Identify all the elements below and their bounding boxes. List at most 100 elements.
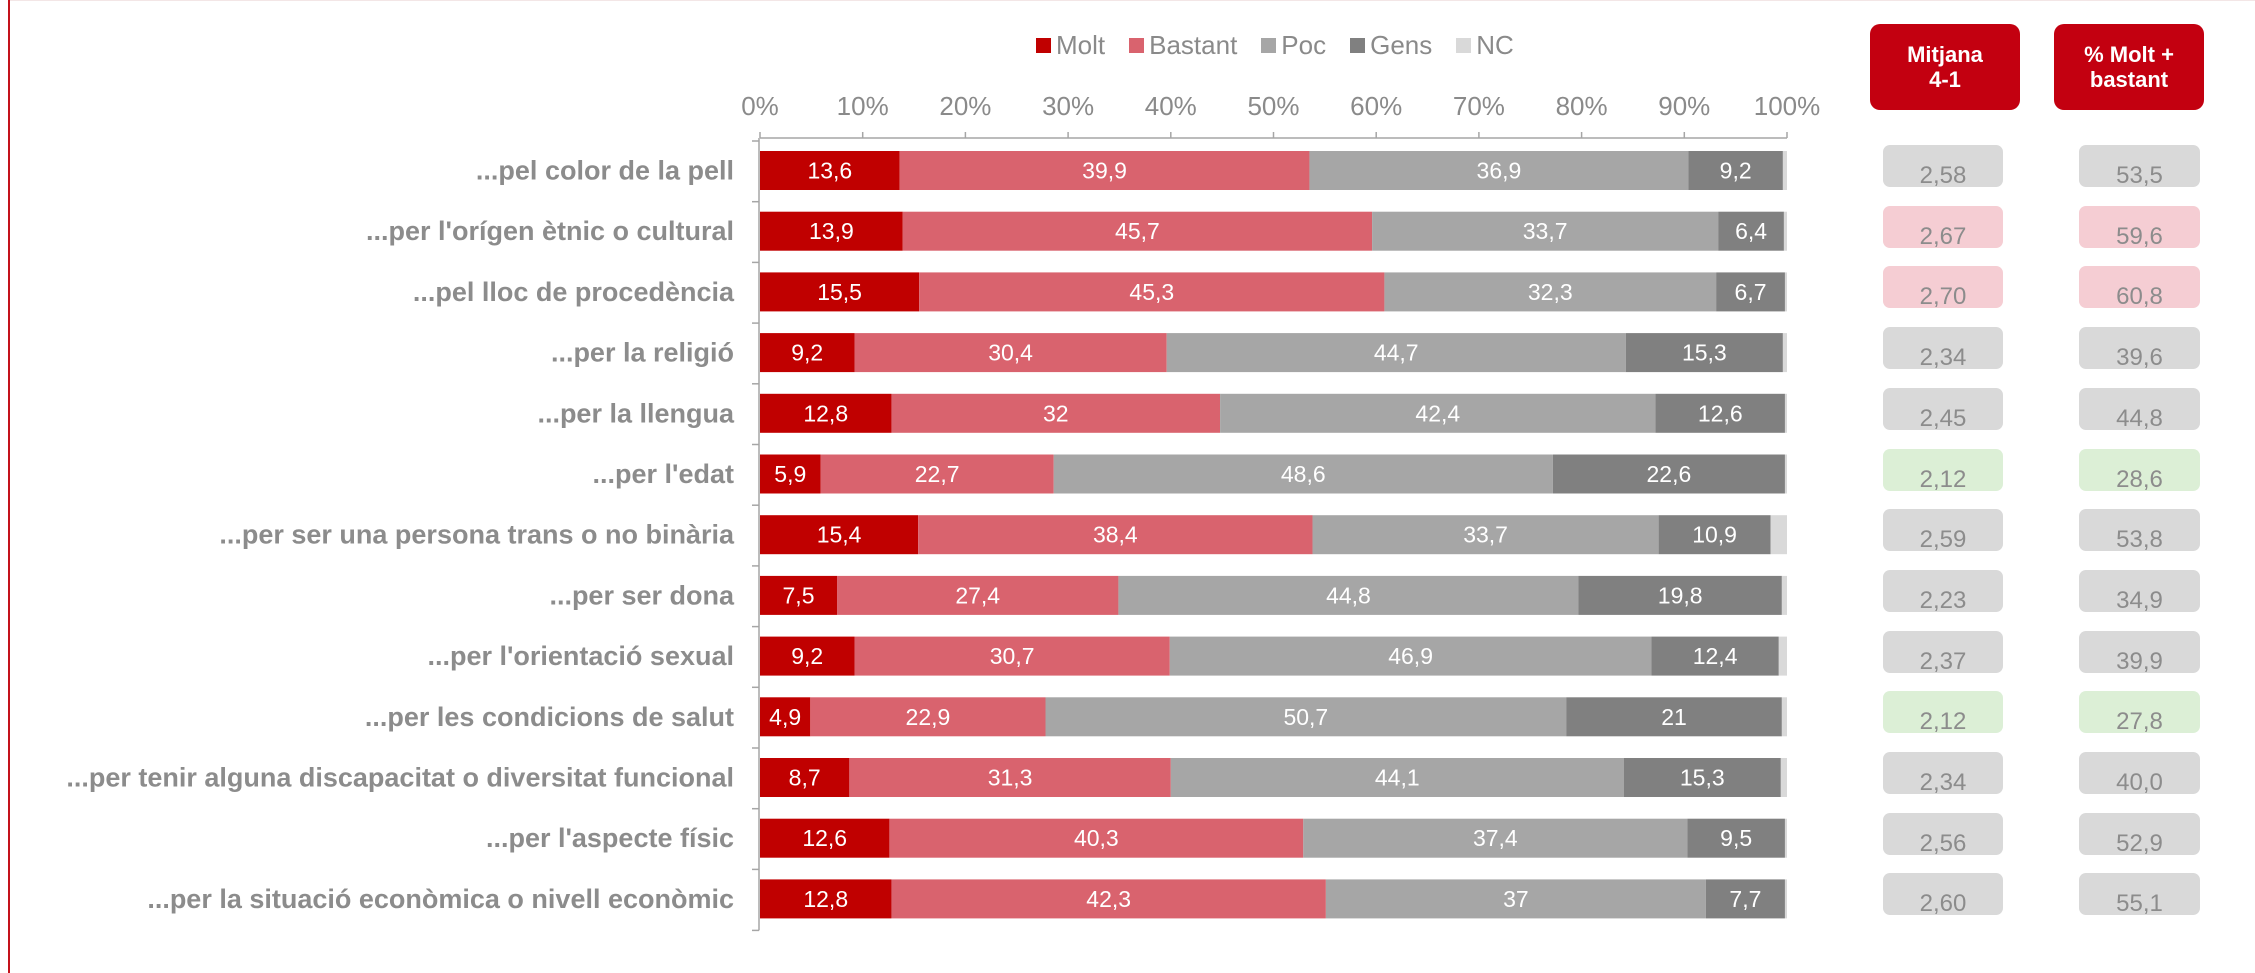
x-tick-label: 10% — [837, 91, 889, 121]
x-tick-label: 70% — [1453, 91, 1505, 121]
bar-segment-gens — [1623, 758, 1781, 797]
left-accent-border — [8, 0, 10, 973]
stat-value: 2,34 — [1919, 344, 1967, 372]
bar-segment-poc — [1220, 393, 1656, 433]
stat-value: 2,12 — [1919, 708, 1967, 736]
legend-label: NC — [1476, 30, 1514, 60]
bar-segment-bastant — [854, 333, 1167, 373]
stat-value: 2,34 — [1919, 769, 1967, 796]
percent-value-box: 60,8 — [2079, 266, 2200, 311]
category-label: ...per l'orientació sexual — [427, 641, 734, 671]
data-label: 4,9 — [769, 704, 801, 730]
data-label: 45,3 — [1129, 279, 1174, 305]
data-label: 50,7 — [1283, 704, 1328, 730]
bar-segment-molt — [760, 333, 855, 373]
data-label: 32 — [1043, 400, 1069, 426]
percent-value-box: 53,8 — [2079, 509, 2200, 554]
stat-value: 55,1 — [2116, 890, 2163, 918]
bar-segment-poc — [1384, 272, 1717, 312]
bar-segment-gens — [1705, 879, 1785, 919]
bar-segment-gens — [1651, 636, 1779, 676]
stat-value: 2,56 — [1919, 829, 1967, 857]
category-label: ...per les condicions de salut — [365, 702, 734, 732]
bar-segment-poc — [1303, 818, 1688, 858]
stat-value: 2,58 — [1919, 162, 1967, 189]
bar-segment-gens — [1552, 454, 1785, 494]
x-tick-label: 90% — [1658, 91, 1710, 121]
x-tick-label: 100% — [1754, 91, 1821, 121]
stat-value: 34,9 — [2116, 586, 2163, 614]
data-label: 32,3 — [1528, 279, 1573, 305]
mean-value-box: 2,67 — [1883, 205, 2003, 249]
category-label: ...per tenir alguna discapacitat o diver… — [66, 763, 734, 793]
bar-segment-bastant — [899, 151, 1310, 190]
chart-legend: Molt Bastant Poc Gens NC — [1036, 30, 1514, 61]
data-label: 19,8 — [1658, 582, 1703, 608]
bar-segment-molt — [760, 393, 892, 433]
data-label: 42,3 — [1086, 886, 1131, 912]
mean-value-box: 2,58 — [1883, 145, 2003, 189]
data-label: 12,4 — [1693, 643, 1738, 669]
legend-item: Molt — [1036, 30, 1105, 61]
bar-segment-bastant — [837, 575, 1119, 615]
bar-segment-gens — [1625, 333, 1783, 373]
x-tick-label: 30% — [1042, 91, 1094, 121]
legend-label: Molt — [1056, 30, 1106, 60]
data-label: 5,9 — [774, 461, 806, 487]
data-label: 44,8 — [1326, 582, 1371, 608]
data-label: 38,4 — [1093, 522, 1138, 548]
x-tick-label: 0% — [741, 91, 779, 121]
data-label: 13,9 — [809, 218, 854, 244]
bar-segment-nc — [1784, 272, 1787, 312]
x-tick-label: 20% — [939, 91, 991, 121]
stat-value: 60,8 — [2116, 283, 2163, 311]
bar-segment-bastant — [891, 393, 1221, 433]
stat-value: 39,9 — [2116, 647, 2163, 675]
mean-column-header: Mitjana 4-1 — [1870, 24, 2020, 110]
percent-value-box: 39,9 — [2079, 630, 2200, 675]
stat-value: 40,0 — [2116, 769, 2163, 796]
data-label: 12,6 — [1698, 400, 1743, 426]
legend-label: Bastant — [1149, 30, 1238, 60]
data-label: 6,7 — [1735, 279, 1767, 305]
x-tick-label: 60% — [1350, 91, 1402, 121]
data-label: 37 — [1503, 886, 1529, 912]
stat-value: 53,8 — [2116, 526, 2163, 554]
legend-item: Poc — [1261, 30, 1326, 61]
bar-segment-poc — [1309, 151, 1689, 190]
stat-value: 39,6 — [2116, 344, 2163, 372]
data-label: 7,5 — [783, 582, 815, 608]
data-label: 12,8 — [803, 400, 848, 426]
data-label: 15,5 — [817, 279, 862, 305]
data-label: 6,4 — [1735, 218, 1767, 244]
bar-segment-molt — [760, 211, 903, 251]
bar-segment-gens — [1566, 697, 1782, 737]
bar-segment-molt — [760, 697, 811, 737]
legend-swatch — [1036, 38, 1051, 53]
data-label: 30,7 — [990, 643, 1035, 669]
percent-value-box: 28,6 — [2079, 448, 2200, 492]
legend-swatch — [1261, 38, 1277, 53]
data-label: 30,4 — [988, 340, 1033, 366]
x-tick-label: 80% — [1556, 91, 1608, 121]
category-label: ...per l'aspecte físic — [486, 823, 734, 853]
data-label: 46,9 — [1388, 643, 1433, 669]
mean-value-box: 2,34 — [1883, 327, 2003, 372]
stat-value: 2,60 — [1919, 890, 1967, 918]
bar-segment-poc — [1312, 515, 1659, 555]
data-label: 44,7 — [1374, 340, 1419, 366]
data-label: 9,2 — [1720, 158, 1752, 184]
bar-segment-nc — [1782, 333, 1787, 373]
data-label: 22,9 — [906, 704, 951, 730]
percent-value-box: 27,8 — [2079, 691, 2200, 735]
mean-value-box: 2,12 — [1883, 448, 2003, 492]
percent-value-box: 59,6 — [2079, 205, 2200, 249]
bar-segment-gens — [1658, 515, 1771, 555]
mean-value-box: 2,23 — [1883, 569, 2003, 613]
data-label: 31,3 — [988, 765, 1033, 791]
percent-value-box: 53,5 — [2079, 145, 2200, 189]
percent-value-box: 52,9 — [2079, 812, 2200, 856]
legend-swatch — [1350, 38, 1366, 53]
legend-item: NC — [1456, 30, 1514, 61]
data-label: 36,9 — [1477, 158, 1522, 184]
